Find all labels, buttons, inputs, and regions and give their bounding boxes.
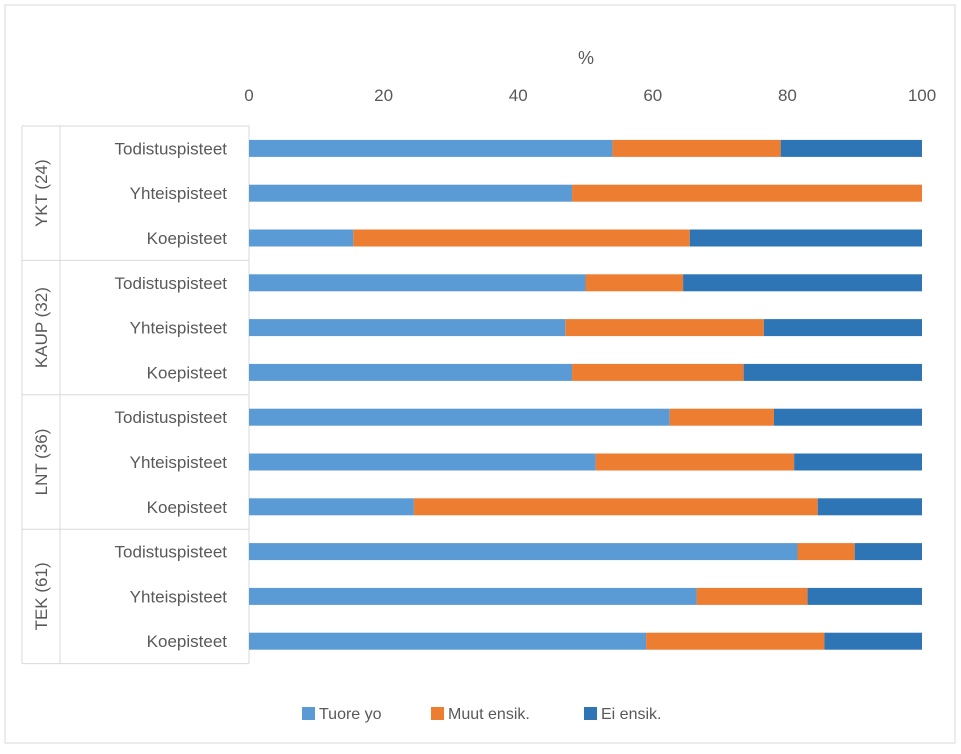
group-label: TEK (61) xyxy=(32,562,51,630)
bar-tuore-yo xyxy=(249,229,354,247)
legend-swatch xyxy=(431,707,444,720)
category-label: Koepisteet xyxy=(147,498,228,517)
category-label: Koepisteet xyxy=(147,229,228,248)
bar-ei-ensik xyxy=(817,498,922,516)
legend-label: Tuore yo xyxy=(319,706,382,723)
bar-muut-ensik xyxy=(797,543,855,561)
x-tick-label: 40 xyxy=(509,86,528,105)
group-label: YKT (24) xyxy=(32,159,51,227)
bar-tuore-yo xyxy=(249,587,697,605)
bar-tuore-yo xyxy=(249,319,566,337)
bar-muut-ensik xyxy=(669,408,774,426)
bar-ei-ensik xyxy=(794,453,922,471)
category-axis: YKT (24) Todistuspisteet Yhteispisteet Koep… xyxy=(21,125,250,665)
x-axis-ticks: 0 20 40 60 80 100 xyxy=(244,86,936,105)
legend-label: Muut ensik. xyxy=(448,706,530,723)
bar-ei-ensik xyxy=(773,408,922,426)
bar-tuore-yo xyxy=(249,543,798,561)
bar-ei-ensik xyxy=(763,319,922,337)
bar-muut-ensik xyxy=(413,498,818,516)
group-label: LNT (36) xyxy=(32,429,51,496)
bar-muut-ensik xyxy=(612,139,781,157)
bar-ei-ensik xyxy=(807,587,922,605)
category-label: Koepisteet xyxy=(147,363,228,382)
bar-tuore-yo xyxy=(249,453,596,471)
category-label: Yhteispisteet xyxy=(130,319,228,338)
x-tick-label: 80 xyxy=(778,86,797,105)
bar-muut-ensik xyxy=(646,632,825,650)
x-tick-label: 100 xyxy=(908,86,936,105)
bar-ei-ensik xyxy=(683,274,922,292)
category-label: Todistuspisteet xyxy=(115,408,228,427)
bar-tuore-yo xyxy=(249,139,613,157)
bar-tuore-yo xyxy=(249,632,647,650)
bar-muut-ensik xyxy=(585,274,684,292)
group-label: KAUP (32) xyxy=(32,287,51,368)
bar-muut-ensik xyxy=(353,229,690,247)
bar-muut-ensik xyxy=(565,319,764,337)
bar-ei-ensik xyxy=(780,139,922,157)
x-tick-label: 0 xyxy=(244,86,253,105)
x-tick-label: 20 xyxy=(374,86,393,105)
bar-ei-ensik xyxy=(743,363,922,381)
bar-muut-ensik xyxy=(572,363,744,381)
category-label: Yhteispisteet xyxy=(130,453,228,472)
bar-muut-ensik xyxy=(595,453,795,471)
legend: Tuore yo Muut ensik. Ei ensik. xyxy=(302,706,661,723)
category-label: Todistuspisteet xyxy=(115,274,228,293)
legend-label: Ei ensik. xyxy=(601,706,661,723)
x-axis-title: % xyxy=(578,48,594,68)
category-label: Todistuspisteet xyxy=(115,139,228,158)
bar-muut-ensik xyxy=(696,587,808,605)
bar-tuore-yo xyxy=(249,274,586,292)
bar-muut-ensik xyxy=(572,184,922,202)
category-label: Yhteispisteet xyxy=(130,587,228,606)
category-label: Yhteispisteet xyxy=(130,184,228,203)
x-tick-label: 60 xyxy=(643,86,662,105)
bar-tuore-yo xyxy=(249,498,414,516)
bar-tuore-yo xyxy=(249,408,670,426)
bar-ei-ensik xyxy=(689,229,922,247)
bars xyxy=(249,139,922,650)
bar-ei-ensik xyxy=(824,632,922,650)
bar-tuore-yo xyxy=(249,363,573,381)
category-label: Todistuspisteet xyxy=(115,543,228,562)
legend-swatch xyxy=(302,707,315,720)
bar-tuore-yo xyxy=(249,184,573,202)
bar-ei-ensik xyxy=(854,543,922,561)
category-label: Koepisteet xyxy=(147,632,228,651)
legend-swatch xyxy=(584,707,597,720)
